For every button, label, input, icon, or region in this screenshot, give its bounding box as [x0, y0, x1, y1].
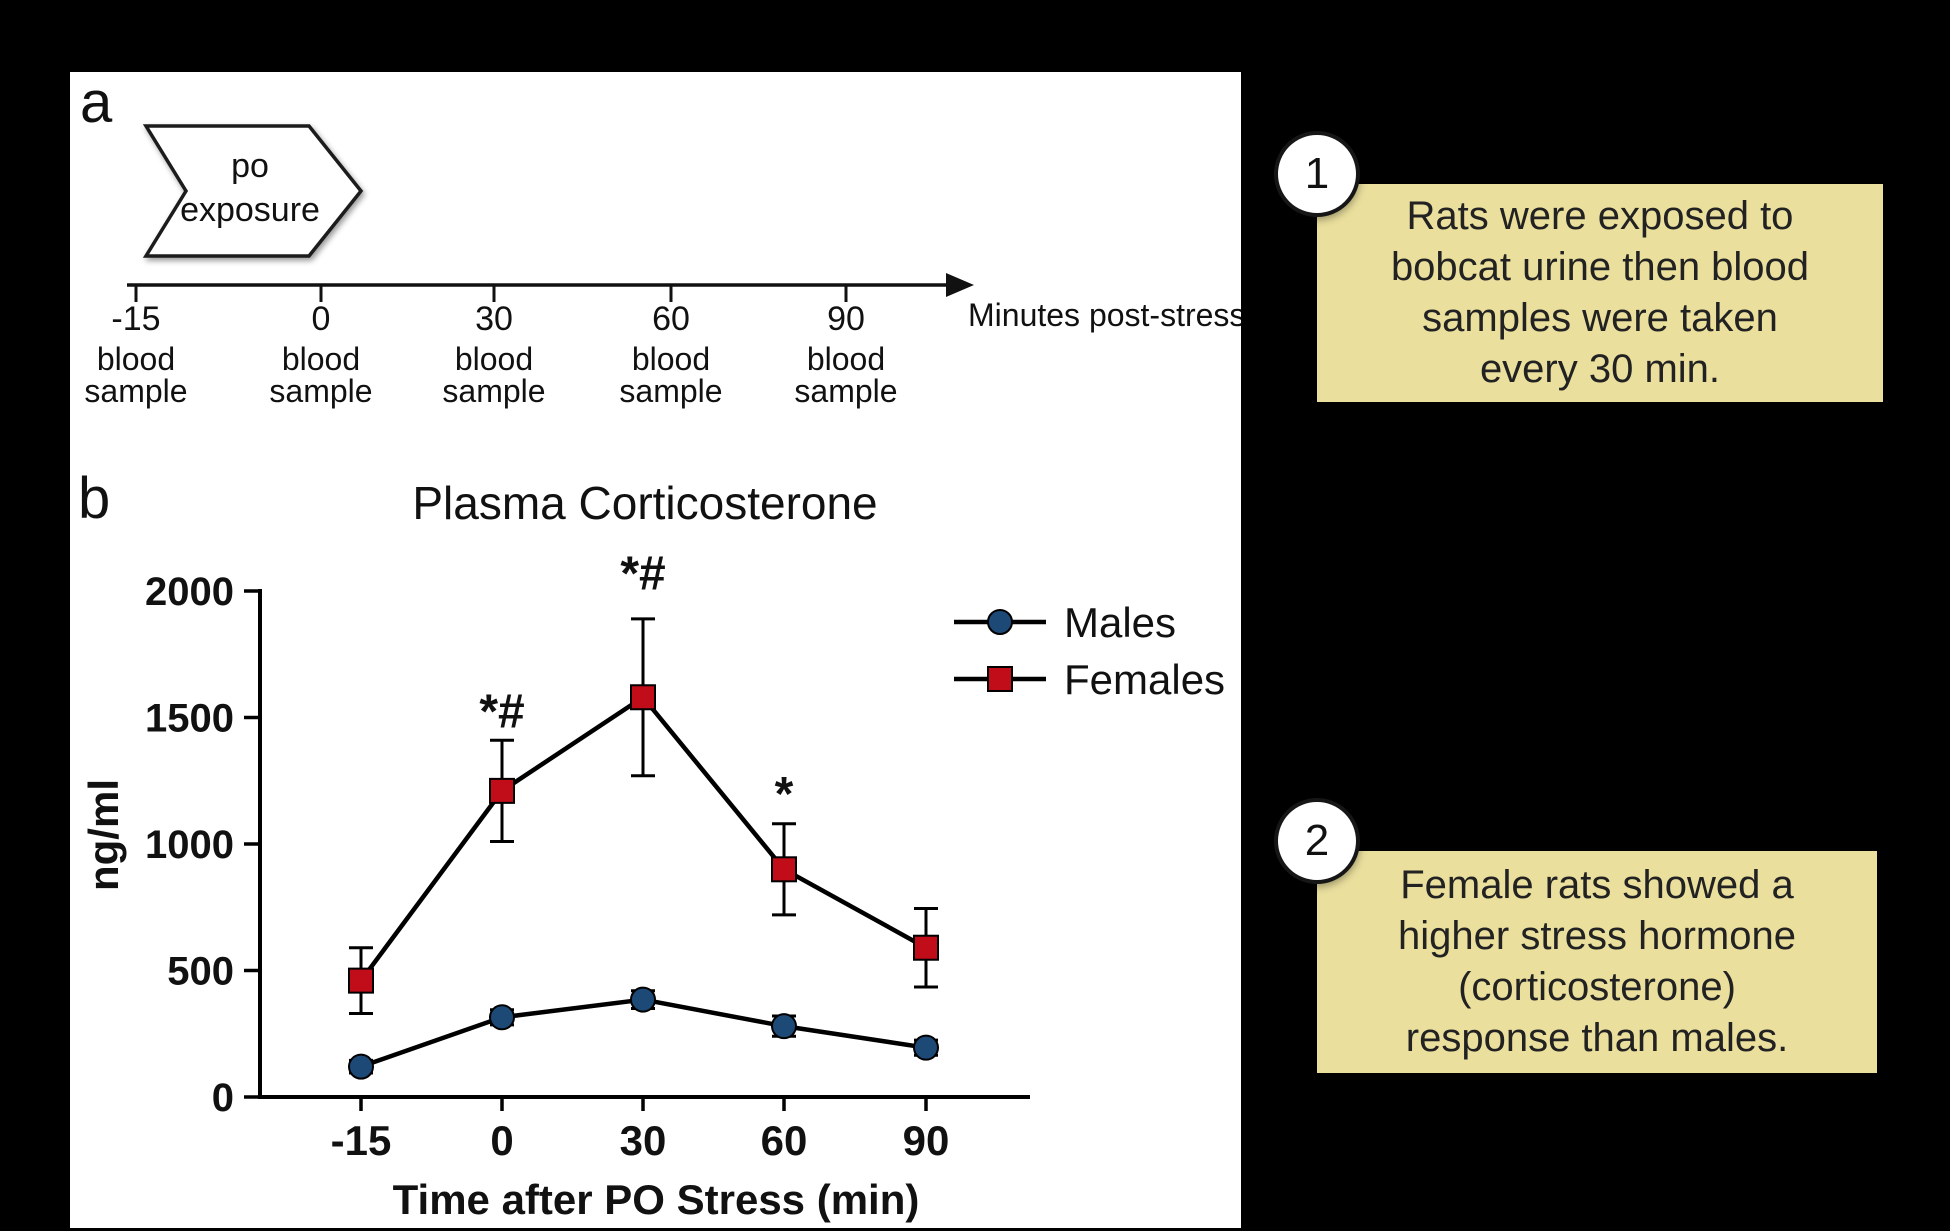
- note-1-text: Rats were exposed to bobcat urine then b…: [1390, 193, 1810, 392]
- svg-text:*#: *#: [620, 548, 665, 601]
- svg-text:blood: blood: [97, 341, 175, 377]
- note-2-number-badge: 2: [1274, 798, 1360, 884]
- svg-text:blood: blood: [807, 341, 885, 377]
- svg-text:30: 30: [475, 300, 513, 338]
- panel-a-label: a: [80, 70, 113, 135]
- series-females: [348, 617, 939, 1016]
- svg-text:sample: sample: [794, 373, 897, 409]
- svg-text:Time after PO Stress (min): Time after PO Stress (min): [393, 1176, 920, 1223]
- timeline-arrowhead: [946, 273, 974, 297]
- callout-note-1: 1 Rats were exposed to bobcat urine then…: [1274, 131, 1883, 402]
- svg-text:0: 0: [312, 300, 331, 338]
- svg-text:0: 0: [212, 1076, 234, 1120]
- svg-text:60: 60: [761, 1117, 808, 1164]
- svg-text:Females: Females: [1064, 656, 1225, 703]
- svg-text:sample: sample: [269, 373, 372, 409]
- po-exposure-banner: po exposure: [142, 124, 364, 258]
- svg-text:2000: 2000: [145, 570, 234, 614]
- note-1-number-badge: 1: [1274, 131, 1360, 217]
- svg-text:90: 90: [903, 1117, 950, 1164]
- svg-text:-15: -15: [331, 1117, 392, 1164]
- svg-text:*#: *#: [479, 686, 524, 739]
- chart-title: Plasma Corticosterone: [412, 477, 878, 529]
- figure-panel: a po exposure Minutes post-stress -15 blood s…: [70, 72, 1241, 1228]
- svg-text:blood: blood: [282, 341, 360, 377]
- svg-text:500: 500: [167, 950, 234, 994]
- svg-text:sample: sample: [619, 373, 722, 409]
- svg-text:ng/ml: ng/ml: [80, 779, 127, 891]
- corticosterone-chart: 0 500 1000 1500 2000 -15 0 30 60 90 Males Females *#…: [80, 548, 1225, 1223]
- legend-item-females: Females: [954, 656, 1225, 703]
- svg-text:blood: blood: [455, 341, 533, 377]
- svg-text:30: 30: [620, 1117, 667, 1164]
- callout-note-2: 2 Female rats showed a higher stress hor…: [1274, 798, 1877, 1073]
- svg-text:0: 0: [490, 1117, 513, 1164]
- svg-text:blood: blood: [632, 341, 710, 377]
- svg-text:po: po: [231, 147, 269, 185]
- svg-text:Minutes post-stress: Minutes post-stress: [968, 297, 1241, 333]
- svg-text:-15: -15: [111, 300, 160, 338]
- svg-text:Males: Males: [1064, 599, 1176, 646]
- series-males: [348, 986, 939, 1080]
- svg-text:90: 90: [827, 300, 865, 338]
- svg-text:1500: 1500: [145, 697, 234, 741]
- panel-b-label: b: [78, 466, 111, 531]
- svg-text:sample: sample: [442, 373, 545, 409]
- svg-text:60: 60: [652, 300, 690, 338]
- legend-item-males: Males: [954, 599, 1176, 646]
- note-2-text: Female rats showed a higher stress hormo…: [1398, 862, 1796, 1061]
- svg-text:*: *: [775, 768, 794, 821]
- svg-text:1000: 1000: [145, 823, 234, 867]
- svg-text:sample: sample: [84, 373, 187, 409]
- svg-text:exposure: exposure: [180, 191, 320, 229]
